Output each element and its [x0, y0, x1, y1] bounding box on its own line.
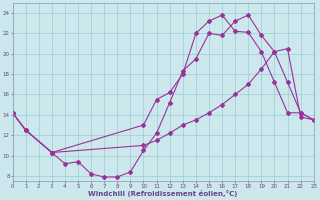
X-axis label: Windchill (Refroidissement éolien,°C): Windchill (Refroidissement éolien,°C)	[88, 190, 238, 197]
